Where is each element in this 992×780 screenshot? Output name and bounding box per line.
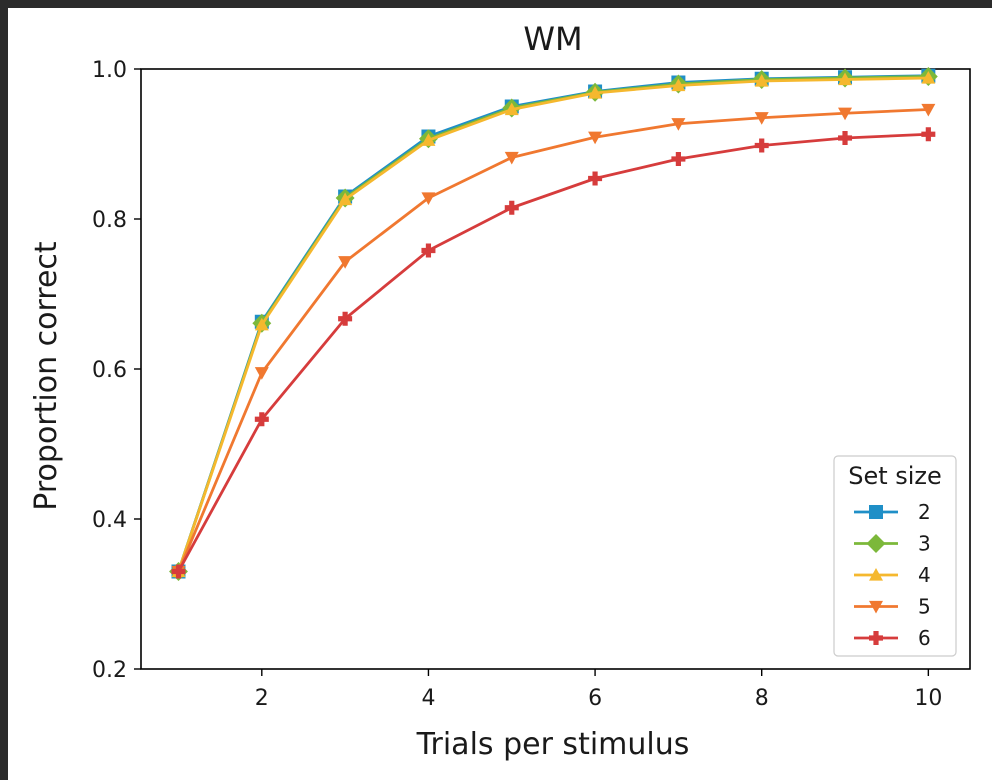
series-line-2	[177, 74, 929, 572]
data-point	[921, 71, 936, 84]
data-point	[421, 133, 436, 146]
series-line-3	[177, 75, 929, 572]
data-point	[421, 192, 436, 205]
legend-marker	[869, 568, 883, 581]
legend-marker	[869, 600, 883, 614]
data-point	[921, 103, 936, 117]
legend-marker	[866, 534, 886, 553]
x-tick-label: 10	[914, 686, 942, 711]
data-point	[754, 74, 769, 87]
data-point	[254, 412, 269, 427]
data-point	[338, 256, 353, 269]
y-tick-label: 0.4	[92, 508, 127, 533]
legend-label: 4	[918, 563, 931, 587]
series-line-6	[177, 132, 929, 573]
legend-entry-2: 2	[854, 500, 931, 524]
legend-entry-3: 3	[854, 532, 931, 556]
y-tick-label: 0.8	[92, 208, 127, 233]
legend-entry-5: 5	[854, 595, 931, 619]
legend-label: 5	[918, 595, 931, 619]
series-line-5	[177, 108, 929, 573]
data-point	[921, 127, 936, 142]
legend-label: 3	[918, 532, 931, 556]
data-point	[254, 317, 269, 331]
legend-entry-6: 6	[854, 626, 931, 650]
legend-marker	[869, 631, 883, 645]
series-2	[171, 68, 936, 579]
y-tick-label: 1.0	[92, 58, 127, 83]
data-point	[754, 112, 769, 125]
figure: WM Trials per stimulus Proportion correc…	[8, 8, 992, 780]
line-chart: WM Trials per stimulus Proportion correc…	[29, 20, 971, 762]
y-tick-label: 0.6	[92, 358, 127, 383]
data-point	[838, 107, 853, 121]
data-point	[171, 564, 186, 579]
legend: Set size 2 3 4 5 6	[833, 455, 957, 657]
data-point	[754, 138, 769, 153]
x-axis-label: Trials per stimulus	[416, 727, 690, 762]
data-point	[504, 200, 519, 215]
data-point	[421, 243, 436, 258]
data-point	[588, 171, 603, 186]
legend-marker	[869, 505, 883, 519]
legend-entry-4: 4	[854, 563, 931, 587]
x-tick-label: 4	[421, 686, 435, 711]
x-tick-label: 8	[755, 686, 769, 711]
legend-title: Set size	[848, 462, 942, 490]
chart-title: WM	[523, 20, 582, 58]
series-line-4	[177, 76, 929, 572]
data-point	[671, 152, 686, 166]
legend-label: 2	[918, 500, 931, 524]
y-axis-label: Proportion correct	[29, 241, 64, 511]
data-point	[588, 86, 603, 99]
series-5	[171, 103, 936, 579]
series-3	[169, 67, 938, 581]
data-point	[671, 78, 686, 92]
data-point	[838, 131, 853, 145]
data-point	[504, 151, 519, 165]
y-tick-label: 0.2	[92, 658, 127, 683]
plot-area: 2 4 6 8 10 0.2 0.4 0.6 0.8 1.0	[92, 58, 971, 711]
data-point	[254, 367, 269, 380]
data-point	[838, 72, 853, 86]
data-point	[671, 118, 686, 131]
x-tick-label: 6	[588, 686, 602, 711]
data-point	[338, 192, 353, 206]
legend-label: 6	[918, 626, 931, 650]
data-point	[588, 131, 603, 145]
data-point	[338, 311, 353, 326]
x-tick-label: 2	[255, 686, 269, 711]
series-6	[171, 127, 936, 579]
data-point	[504, 102, 519, 116]
